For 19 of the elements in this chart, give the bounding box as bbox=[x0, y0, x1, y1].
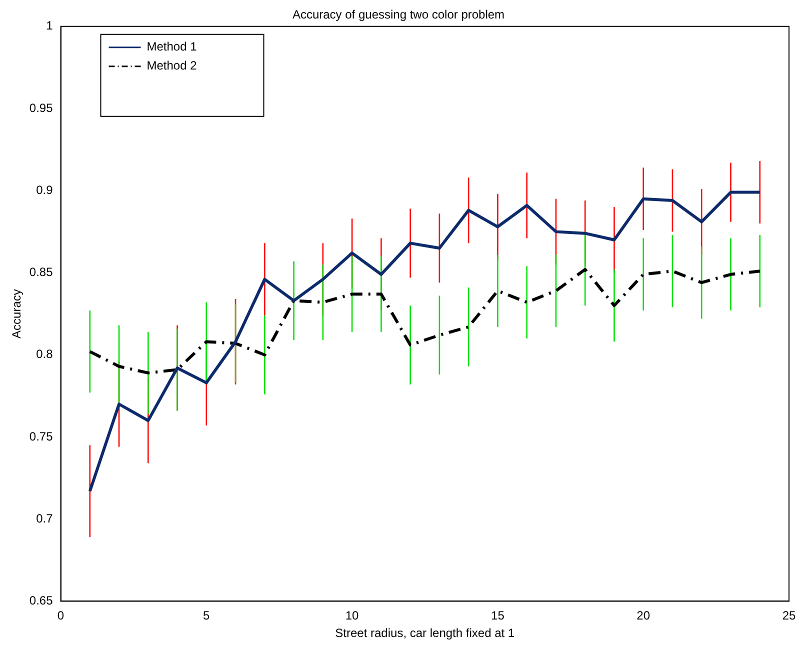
y-tick-label: 0.8 bbox=[36, 347, 54, 362]
x-tick-label: 15 bbox=[491, 608, 505, 623]
y-tick-label: 0.9 bbox=[36, 182, 54, 197]
x-axis-title: Street radius, car length fixed at 1 bbox=[335, 626, 515, 640]
y-tick-label: 0.95 bbox=[29, 100, 54, 115]
y-tick-label: 0.75 bbox=[29, 429, 54, 444]
x-tick-label: 10 bbox=[345, 608, 360, 623]
y-tick-label: 1 bbox=[46, 18, 54, 33]
x-tick-label: 25 bbox=[782, 608, 796, 623]
y-axis-title: Accuracy bbox=[10, 289, 24, 338]
legend-label: Method 1 bbox=[146, 40, 198, 54]
x-tick-label: 0 bbox=[57, 608, 64, 623]
x-tick-label: 20 bbox=[636, 608, 650, 623]
x-tick-label: 5 bbox=[203, 608, 210, 623]
y-tick-label: 0.7 bbox=[36, 511, 54, 526]
legend-label: Method 2 bbox=[146, 58, 198, 73]
y-tick-label: 0.85 bbox=[29, 265, 54, 280]
chart-title: Accuracy of guessing two color problem bbox=[292, 8, 505, 22]
y-tick-label: 0.65 bbox=[29, 594, 54, 608]
